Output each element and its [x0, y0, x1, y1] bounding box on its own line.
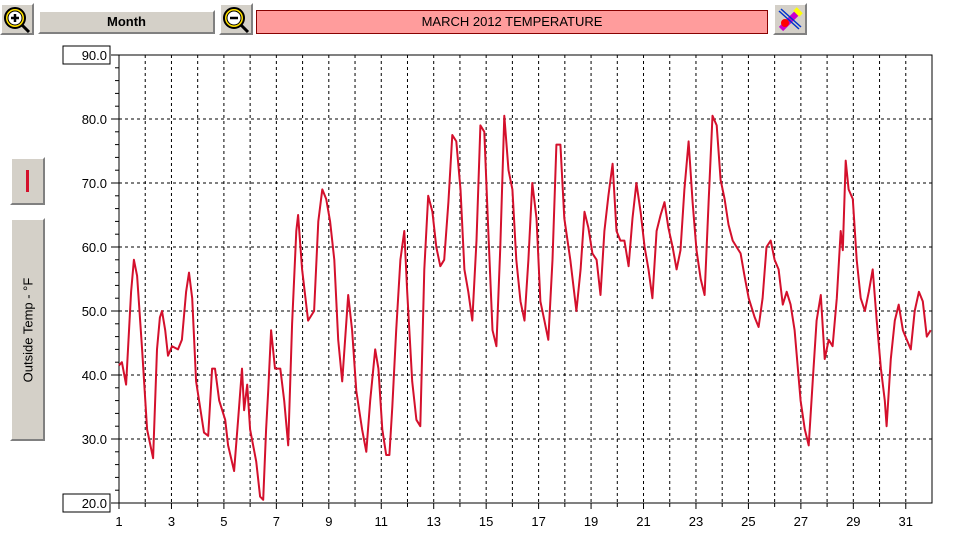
y-tick-label: 70.0 — [82, 176, 107, 191]
range-button[interactable]: Month — [38, 10, 215, 34]
x-tick-label: 1 — [115, 514, 122, 529]
x-tick-label: 11 — [375, 514, 389, 529]
y-tick-label: 20.0 — [82, 496, 107, 511]
x-tick-label: 5 — [220, 514, 227, 529]
x-tick-label: 25 — [741, 514, 755, 529]
y-tick-label: 40.0 — [82, 368, 107, 383]
y-tick-label: 90.0 — [82, 48, 107, 63]
y-label-button[interactable]: Outside Temp - °F — [10, 218, 45, 441]
zoom-out-icon — [223, 7, 250, 34]
x-tick-label: 3 — [168, 514, 175, 529]
color-button[interactable] — [773, 3, 807, 35]
x-tick-label: 27 — [794, 514, 808, 529]
x-tick-label: 15 — [479, 514, 493, 529]
y-tick-label: 80.0 — [82, 112, 107, 127]
y-tick-box — [62, 45, 111, 65]
zoom-in-icon — [4, 7, 31, 34]
x-tick-label: 23 — [689, 514, 703, 529]
x-tick-label: 17 — [531, 514, 545, 529]
x-tick-label: 31 — [899, 514, 913, 529]
y-tick-label: 60.0 — [82, 240, 107, 255]
x-tick-label: 19 — [584, 514, 598, 529]
temperature-line — [118, 114, 932, 501]
legend-swatch[interactable] — [10, 157, 45, 205]
zoom-in-button[interactable] — [0, 3, 34, 35]
x-tick-label: 21 — [636, 514, 650, 529]
legend-swatch-icon — [26, 170, 29, 192]
color-icon — [778, 7, 803, 32]
zoom-out-button[interactable] — [219, 3, 253, 35]
y-tick-label: 30.0 — [82, 432, 107, 447]
chart-title: MARCH 2012 TEMPERATURE — [256, 10, 768, 34]
x-tick-label: 9 — [325, 514, 332, 529]
x-tick-label: 7 — [273, 514, 280, 529]
x-tick-label: 13 — [426, 514, 440, 529]
y-tick-label: 50.0 — [82, 304, 107, 319]
y-tick-box — [62, 493, 111, 513]
x-tick-label: 29 — [846, 514, 860, 529]
plot-area — [118, 54, 933, 504]
